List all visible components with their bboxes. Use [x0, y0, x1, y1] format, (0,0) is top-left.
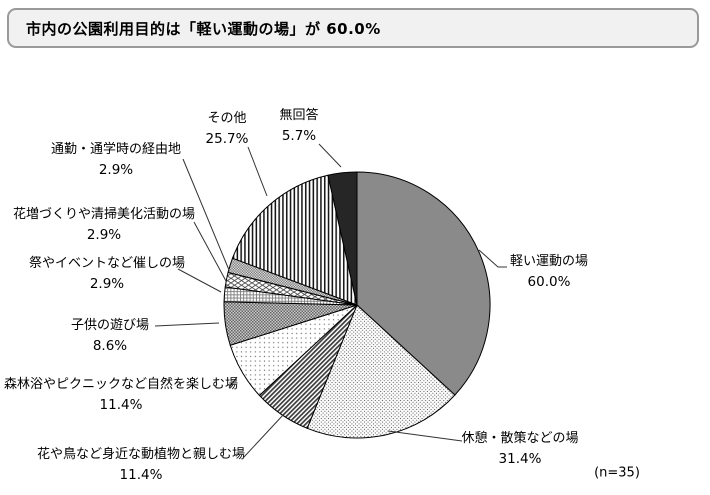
chart-title-box: 市内の公園利用目的は「軽い運動の場」が 60.0% — [7, 8, 699, 48]
slice-label-shinrin: 森林浴やピクニックなど自然を楽しむ場 11.4% — [4, 374, 238, 416]
slice-label-text: その他 — [207, 111, 247, 126]
slice-label-mukaito: 無回答 5.7% — [279, 105, 318, 147]
slice-label-percent: 11.4% — [99, 397, 143, 413]
slice-label-kodomo: 子供の遊び場 8.6% — [71, 315, 149, 357]
leader-line-hana — [243, 413, 285, 458]
chart-title: 市内の公園利用目的は「軽い運動の場」が 60.0% — [26, 19, 381, 38]
slice-label-sonota: その他 25.7% — [206, 108, 249, 150]
slice-label-percent: 8.6% — [92, 338, 128, 354]
leader-line-kadan — [193, 221, 227, 282]
leader-line-karui — [478, 249, 507, 268]
slice-label-text: 無回答 — [279, 108, 319, 123]
slice-label-text: 通勤・通学時の経由地 — [50, 142, 182, 157]
slice-label-text: 子供の遊び場 — [70, 318, 150, 333]
leader-line-tsukin — [182, 158, 230, 271]
pie-slice-sonota — [231, 174, 358, 306]
slice-label-matsuri: 祭やイベントなど催しの場 2.9% — [29, 253, 185, 295]
pie-slice-mukaito — [327, 171, 358, 306]
slice-label-percent: 60.0% — [527, 274, 571, 290]
pie-slice-karui — [356, 171, 491, 396]
leader-line-mukaito — [318, 143, 342, 168]
slice-label-hana: 花や鳥など身近な動植物と親しむ場 11.4% — [37, 444, 245, 486]
slice-label-percent: 11.4% — [119, 467, 163, 483]
slice-label-text: 森林浴やピクニックなど自然を楽しむ場 — [3, 377, 239, 392]
leader-line-sonota — [247, 146, 268, 197]
slice-label-kyukei: 休憩・散策などの場 31.4% — [461, 428, 578, 470]
slice-label-percent: 5.7% — [281, 128, 317, 144]
slice-label-text: 花増づくりや清掃美化活動の場 — [12, 207, 196, 222]
leader-lines-group — [154, 143, 507, 458]
slice-label-text: 軽い運動の場 — [509, 254, 589, 269]
sample-size-label: (n=35) — [594, 465, 640, 481]
pie-slice-kyukei — [306, 304, 456, 439]
leader-line-shinrin — [228, 376, 238, 389]
leader-line-kodomo — [154, 322, 220, 327]
leader-line-matsuri — [177, 268, 222, 293]
slice-label-percent: 2.9% — [86, 227, 122, 243]
slice-label-percent: 2.9% — [98, 162, 134, 178]
slice-label-text: 花や鳥など身近な動植物と親しむ場 — [36, 447, 246, 462]
slice-label-karui: 軽い運動の場 60.0% — [510, 251, 588, 293]
slice-label-text: 祭やイベントなど催しの場 — [28, 256, 186, 271]
slice-label-percent: 25.7% — [205, 131, 249, 147]
slice-label-kadan: 花増づくりや清掃美化活動の場 2.9% — [13, 204, 195, 246]
slice-label-percent: 31.4% — [498, 451, 542, 467]
slice-label-text: 休憩・散策などの場 — [461, 431, 579, 446]
slice-label-tsukin: 通勤・通学時の経由地 2.9% — [51, 139, 181, 181]
pie-slices-group — [223, 171, 491, 439]
slice-label-percent: 2.9% — [89, 276, 125, 292]
leader-line-kyukei — [387, 430, 463, 442]
